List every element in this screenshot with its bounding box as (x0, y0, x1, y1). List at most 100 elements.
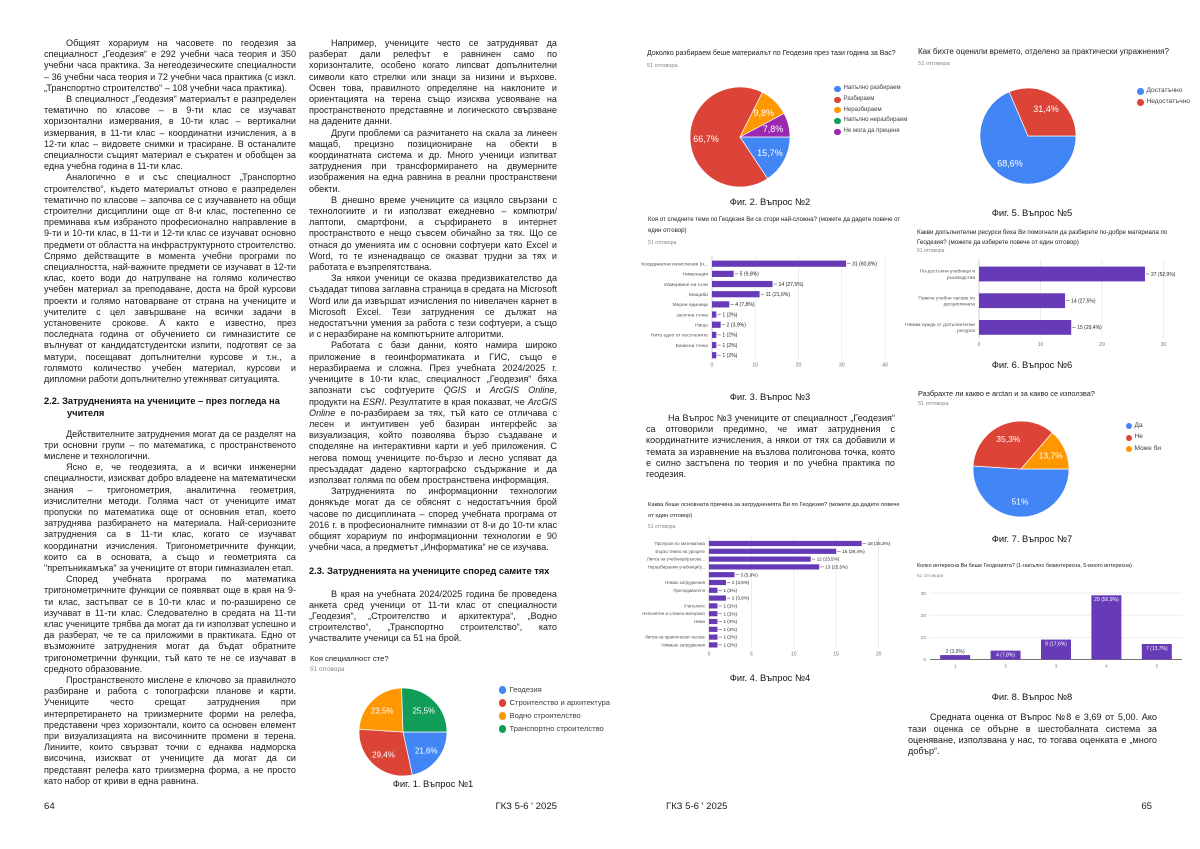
svg-text:40: 40 (882, 363, 888, 369)
paragraph: Действителните затруднения могат да се р… (44, 428, 296, 461)
svg-text:1 (2%): 1 (2%) (723, 627, 737, 632)
svg-text:Повече учебни часове по: Повече учебни часове по (918, 295, 975, 301)
svg-text:0: 0 (711, 363, 714, 369)
svg-text:5 (9,8%): 5 (9,8%) (740, 272, 760, 278)
legend-label: Може би (1134, 444, 1162, 452)
paragraph: Според учебната програма по математика т… (44, 574, 296, 674)
svg-text:20: 20 (876, 652, 882, 658)
figure-caption: Фиг. 1. Въпрос №1 (392, 778, 474, 789)
svg-text:Нито едно от посочените: Нито едно от посочените (651, 333, 708, 339)
chart-response-count: 51 отговора (648, 240, 677, 246)
svg-text:Учителите: Учителите (684, 603, 706, 608)
legend-label: Достатъчно (1146, 87, 1183, 95)
svg-text:20: 20 (1099, 342, 1105, 348)
journal-footer-right-page: ГКЗ 5-6 ' 2025 (666, 801, 728, 812)
svg-text:30: 30 (921, 591, 927, 597)
figure-caption: Фиг. 3. Въпрос №3 (729, 391, 811, 402)
svg-text:Нищо: Нищо (695, 322, 708, 328)
paragraph: На Въпрос №3 учениците от специалност „Г… (646, 412, 895, 479)
svg-text:1: 1 (954, 664, 957, 670)
svg-text:20: 20 (921, 613, 927, 619)
chart-title: Колко интересна Ви беше Геодезията? (1-н… (917, 563, 1132, 569)
paragraph: В специалност „Геодезия“ материалът е ра… (44, 94, 296, 172)
svg-text:Мерни единици: Мерни единици (672, 302, 708, 308)
pie-fig1: 21,6% 29,4% 23,5% 25,5% (358, 687, 448, 777)
svg-text:1 (2%): 1 (2%) (723, 619, 737, 624)
svg-text:Неразбираеми учебници/у...: Неразбираеми учебници/у... (648, 564, 705, 569)
paragraph: Аналогично е и със специалност „Транспор… (44, 172, 297, 385)
figure-caption: Фиг. 5. Въпрос №5 (991, 206, 1073, 218)
chart-title: Доколко разбираем беше материалът по Гео… (647, 50, 896, 57)
svg-text:Измерване на ъгли: Измерване на ъгли (664, 282, 708, 288)
paragraph: Ясно е, че геодезията, а и всички инжене… (44, 462, 296, 574)
svg-text:7,8%: 7,8% (763, 124, 784, 134)
svg-text:2 (3,9%): 2 (3,9%) (732, 580, 750, 585)
svg-text:4 (7,8%): 4 (7,8%) (735, 302, 755, 308)
paragraph: Затрудненията по информационни технологи… (309, 486, 557, 553)
svg-text:1 (2%): 1 (2%) (722, 353, 737, 359)
svg-text:12 (23,5%): 12 (23,5%) (817, 557, 840, 562)
chart-response-count: 51 отговора (648, 524, 676, 530)
paragraph: Средната оценка от Въпрос №8 е 3,69 от 5… (908, 712, 1157, 756)
chart-title: Какви допълнителни ресурси биха Ви помог… (917, 229, 1168, 246)
paragraph: Работата с бази данни, която намира широ… (309, 340, 557, 485)
svg-text:11 (21,6%): 11 (21,6%) (766, 292, 791, 298)
svg-text:31 (60,8%): 31 (60,8%) (852, 261, 877, 267)
svg-text:31,4%: 31,4% (1033, 104, 1059, 114)
paragraph: Пространственото мислене е ключово за пр… (44, 675, 296, 786)
svg-text:18 (35,3%): 18 (35,3%) (868, 541, 891, 546)
legend-label: Строителство и архитектура (509, 698, 611, 708)
svg-text:ресурси: ресурси (957, 329, 975, 334)
legend-swatch (1125, 434, 1132, 441)
svg-text:Непонятен и сложен материал: Непонятен и сложен материал (642, 611, 705, 616)
pie-fig5: 68,6% 31,4% (979, 87, 1077, 185)
svg-text:Мащаби: Мащаби (689, 292, 708, 298)
svg-text:1 (2%): 1 (2%) (723, 588, 737, 593)
svg-text:засечна точка: засечна точка (676, 313, 708, 318)
svg-text:1 (2%): 1 (2%) (722, 312, 737, 318)
chart-title: Каква беше основната причина за затрудне… (648, 502, 900, 520)
svg-text:15 (29,4%): 15 (29,4%) (842, 549, 865, 554)
legend-swatch (1125, 445, 1132, 452)
legend-swatch (834, 118, 841, 125)
legend-label: Разбираем (843, 95, 875, 102)
svg-text:Нямах затруднения: Нямах затруднения (665, 580, 706, 585)
svg-text:15: 15 (833, 652, 839, 658)
svg-text:21,6%: 21,6% (415, 747, 438, 756)
section-heading-2-2: 2.2. Затрудненията на учениците – през п… (44, 396, 280, 418)
svg-text:ръководства: ръководства (947, 276, 975, 281)
legend-swatch (498, 686, 507, 694)
svg-text:1 (2%): 1 (2%) (722, 343, 737, 349)
barv-fig8: 0 10 20 30 1 2 (3,9%) 2 4 (7,8%) 3 9 (17,6%) 4 29 (… (921, 591, 1182, 670)
svg-text:29 (56,9%): 29 (56,9%) (1094, 597, 1119, 603)
chart-response-count: 51 отговора (918, 401, 949, 407)
legend-swatch (498, 699, 507, 707)
svg-text:25,5%: 25,5% (412, 706, 435, 715)
svg-text:29,4%: 29,4% (372, 750, 395, 759)
svg-text:7 (13,7%): 7 (13,7%) (1146, 646, 1168, 652)
legend-swatch (1125, 423, 1132, 430)
page65-column-1-paragraph: На Въпрос №3 учениците от специалност „Г… (646, 413, 895, 480)
pie-fig2: 15,7% 66,7% 9,8% 7,8% (689, 86, 791, 188)
paragraph: В края на учебната 2024/2025 година бе п… (309, 588, 557, 644)
legend-swatch (1137, 99, 1144, 106)
svg-text:Нямаше затруднения: Нямаше затруднения (661, 642, 705, 647)
journal-footer-left-page: ГКЗ 5-6 ' 2025 (495, 801, 557, 812)
svg-text:1 (2%): 1 (2%) (723, 635, 737, 640)
legend-swatch (498, 725, 507, 733)
svg-text:0: 0 (708, 652, 711, 658)
legend-label: Геодезия (509, 685, 542, 695)
svg-text:дисциплината: дисциплината (944, 302, 976, 307)
chart-response-count: 51 отговора (917, 574, 944, 579)
svg-text:1 (2%): 1 (2%) (723, 604, 737, 609)
svg-text:2: 2 (1004, 664, 1007, 670)
svg-text:Базисна точка: Базисна точка (676, 343, 709, 349)
legend-label: Не мога да преценя (843, 128, 900, 135)
svg-text:4: 4 (1105, 664, 1108, 670)
svg-text:4 (7,8%): 4 (7,8%) (996, 652, 1015, 658)
chart-title: Разбрахте ли какво е arctan и за какво с… (918, 388, 1095, 398)
svg-text:0: 0 (978, 342, 981, 348)
svg-text:Нивелация: Нивелация (683, 272, 708, 278)
svg-text:1 (2%): 1 (2%) (722, 333, 737, 339)
svg-text:14 (27,5%): 14 (27,5%) (1071, 298, 1096, 304)
